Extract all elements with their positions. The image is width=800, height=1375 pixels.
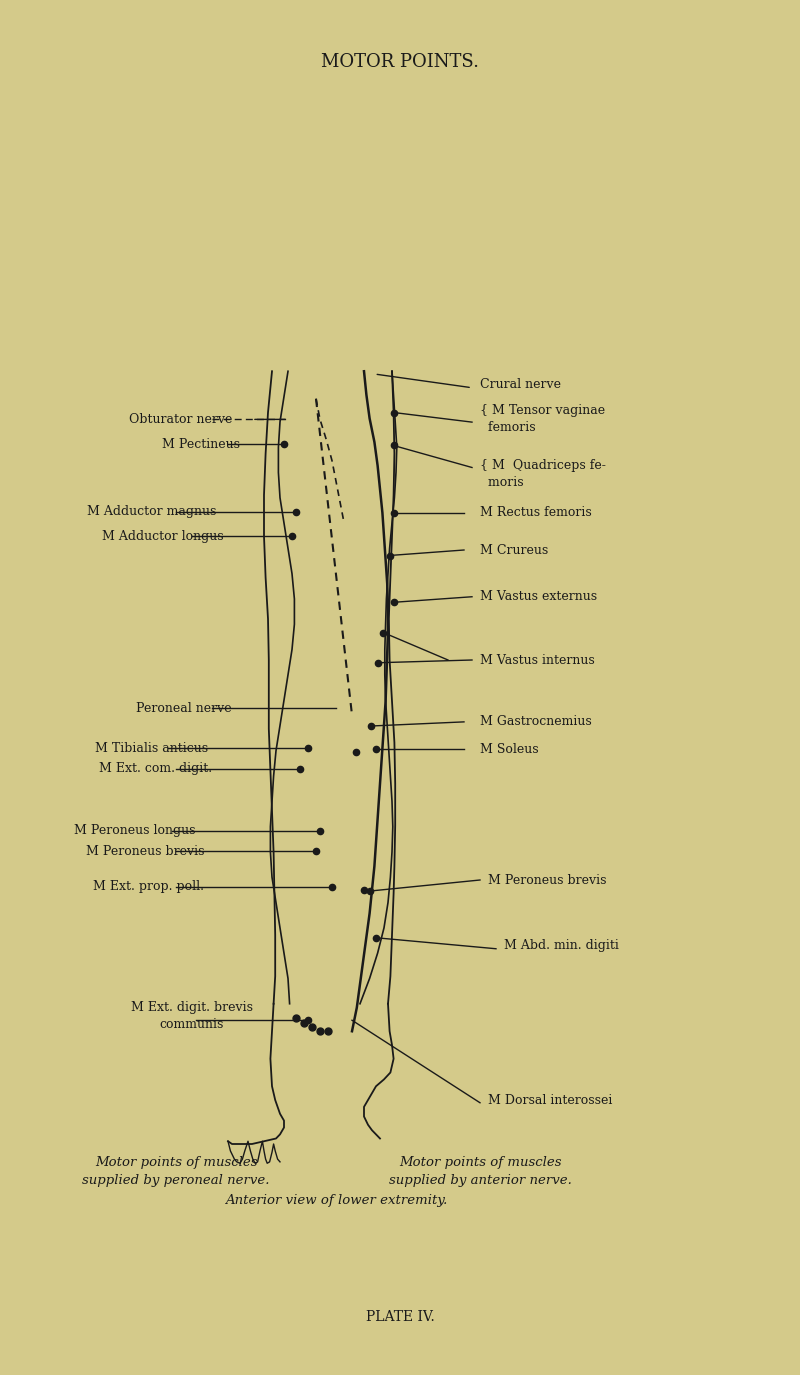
Text: M Peroneus brevis: M Peroneus brevis [86,844,204,858]
Text: M Pectineus: M Pectineus [162,437,240,451]
Text: Peroneal nerve: Peroneal nerve [136,701,232,715]
Text: M Ext. com. digit.: M Ext. com. digit. [99,762,212,776]
Text: M Ext. prop. poll.: M Ext. prop. poll. [93,880,204,894]
Text: M Adductor magnus: M Adductor magnus [86,505,216,518]
Text: { M  Quadriceps fe-
  moris: { M Quadriceps fe- moris [480,459,606,489]
Text: M Dorsal interossei: M Dorsal interossei [488,1093,612,1107]
Text: Anterior view of lower extremity.: Anterior view of lower extremity. [225,1194,447,1207]
Text: M Rectus femoris: M Rectus femoris [480,506,592,520]
Text: M Abd. min. digiti: M Abd. min. digiti [504,939,619,953]
Text: M Tibialis anticus: M Tibialis anticus [95,741,208,755]
Text: Motor points of muscles
supplied by anterior nerve.: Motor points of muscles supplied by ante… [389,1156,571,1187]
Text: M Adductor longus: M Adductor longus [102,529,224,543]
Text: Crural nerve: Crural nerve [480,378,561,392]
Text: M Peroneus longus: M Peroneus longus [74,824,196,837]
Text: PLATE IV.: PLATE IV. [366,1310,434,1324]
Text: Motor points of muscles
supplied by peroneal nerve.: Motor points of muscles supplied by pero… [82,1156,270,1187]
Text: M Vastus internus: M Vastus internus [480,653,594,667]
Text: MOTOR POINTS.: MOTOR POINTS. [321,52,479,72]
Text: M Peroneus brevis: M Peroneus brevis [488,873,606,887]
Text: M Crureus: M Crureus [480,543,548,557]
Text: Obturator nerve: Obturator nerve [129,412,232,426]
Text: M Gastrocnemius: M Gastrocnemius [480,715,592,729]
Text: M Ext. digit. brevis
communis: M Ext. digit. brevis communis [131,1001,253,1031]
Text: M Vastus externus: M Vastus externus [480,590,597,604]
Text: M Soleus: M Soleus [480,742,538,756]
Text: { M Tensor vaginae
  femoris: { M Tensor vaginae femoris [480,404,605,434]
